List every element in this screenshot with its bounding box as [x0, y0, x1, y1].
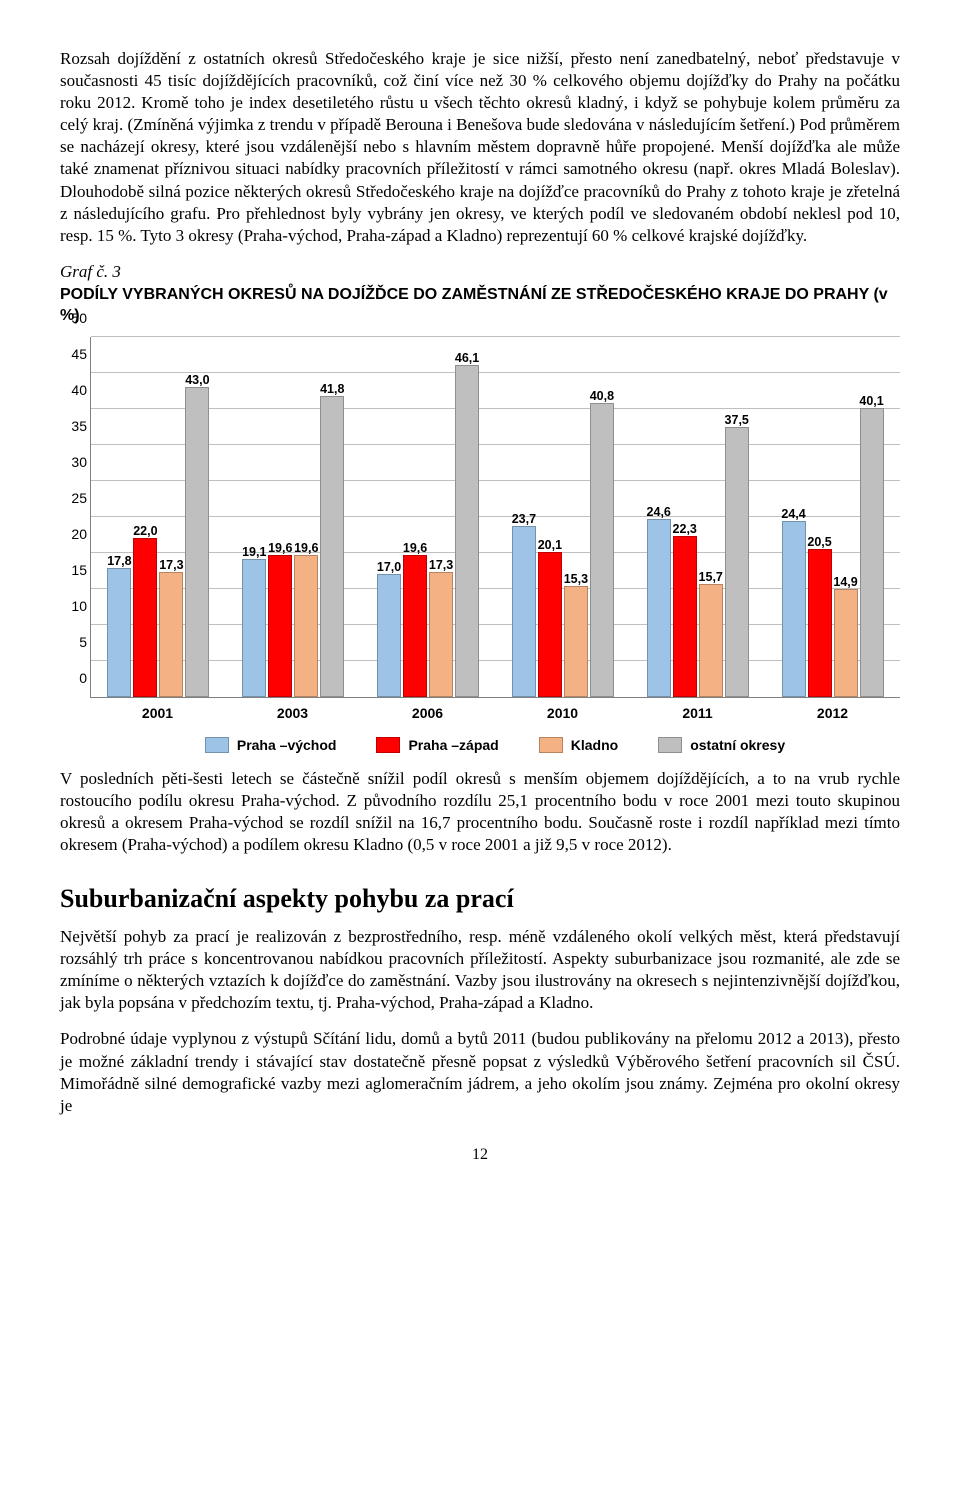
bar-group: 23,720,115,340,8: [495, 337, 630, 697]
x-tick-label: 2011: [630, 698, 765, 722]
x-tick-label: 2012: [765, 698, 900, 722]
bar-value-label: 17,3: [159, 557, 183, 573]
bar: 41,8: [320, 396, 344, 697]
legend-item: Praha –západ: [376, 736, 498, 754]
bar-value-label: 17,0: [377, 559, 401, 575]
chart-title: PODÍLY VYBRANÝCH OKRESŮ NA DOJÍŽĎCE DO Z…: [60, 285, 900, 327]
bar: 22,3: [673, 536, 697, 697]
legend-item: Kladno: [539, 736, 618, 754]
legend-label: ostatní okresy: [690, 736, 785, 754]
bar: 20,1: [538, 552, 562, 697]
legend-label: Praha –západ: [408, 736, 498, 754]
bar-value-label: 43,0: [185, 372, 209, 388]
bar-value-label: 41,8: [320, 381, 344, 397]
bar-value-label: 23,7: [512, 511, 536, 527]
bar-value-label: 40,8: [590, 388, 614, 404]
x-tick-label: 2010: [495, 698, 630, 722]
bar-value-label: 15,7: [699, 569, 723, 585]
paragraph-1: Rozsah dojíždění z ostatních okresů Stře…: [60, 48, 900, 247]
y-tick-label: 50: [65, 309, 87, 327]
bar-value-label: 19,6: [294, 540, 318, 556]
bar-value-label: 20,5: [807, 534, 831, 550]
y-tick-label: 30: [65, 453, 87, 471]
bar: 40,8: [590, 403, 614, 697]
y-tick-label: 0: [65, 669, 87, 687]
legend-item: ostatní okresy: [658, 736, 785, 754]
bar: 17,3: [159, 572, 183, 697]
bar-value-label: 17,3: [429, 557, 453, 573]
bar-value-label: 37,5: [725, 412, 749, 428]
bar-value-label: 24,4: [781, 506, 805, 522]
bar: 19,1: [242, 559, 266, 697]
bar-value-label: 24,6: [647, 504, 671, 520]
bar-group: 17,019,617,346,1: [361, 337, 496, 697]
bar: 14,9: [834, 589, 858, 696]
y-tick-label: 5: [65, 633, 87, 651]
graf-label: Graf č. 3: [60, 261, 900, 283]
bar: 19,6: [403, 555, 427, 696]
y-tick-label: 20: [65, 525, 87, 543]
bar: 43,0: [185, 387, 209, 697]
bar: 15,7: [699, 584, 723, 697]
y-tick-label: 25: [65, 489, 87, 507]
bar: 23,7: [512, 526, 536, 697]
bar: 17,3: [429, 572, 453, 697]
bar-value-label: 20,1: [538, 537, 562, 553]
x-tick-label: 2003: [225, 698, 360, 722]
bar-value-label: 19,1: [242, 544, 266, 560]
y-tick-label: 15: [65, 561, 87, 579]
bar-value-label: 19,6: [403, 540, 427, 556]
y-tick-label: 40: [65, 381, 87, 399]
bar-value-label: 14,9: [833, 574, 857, 590]
y-tick-label: 35: [65, 417, 87, 435]
x-tick-label: 2001: [90, 698, 225, 722]
legend-swatch: [539, 737, 563, 753]
legend-swatch: [658, 737, 682, 753]
legend-item: Praha –východ: [205, 736, 337, 754]
bar-value-label: 22,3: [673, 521, 697, 537]
bar-value-label: 15,3: [564, 571, 588, 587]
bar-value-label: 17,8: [107, 553, 131, 569]
bar-group: 24,622,315,737,5: [630, 337, 765, 697]
bar: 17,0: [377, 574, 401, 696]
bar-value-label: 46,1: [455, 350, 479, 366]
bar-value-label: 40,1: [859, 393, 883, 409]
bar-value-label: 22,0: [133, 523, 157, 539]
bar: 37,5: [725, 427, 749, 697]
paragraph-3: Největší pohyb za prací je realizován z …: [60, 926, 900, 1014]
paragraph-2: V posledních pěti-šesti letech se částeč…: [60, 768, 900, 856]
bar-chart: 0510152025303540455017,822,017,343,019,1…: [60, 337, 900, 754]
x-tick-label: 2006: [360, 698, 495, 722]
bar: 46,1: [455, 365, 479, 697]
bar: 17,8: [107, 568, 131, 696]
y-tick-label: 10: [65, 597, 87, 615]
bar-value-label: 19,6: [268, 540, 292, 556]
bar-group: 17,822,017,343,0: [91, 337, 226, 697]
bar: 20,5: [808, 549, 832, 697]
bar: 19,6: [268, 555, 292, 696]
legend-swatch: [205, 737, 229, 753]
bar: 40,1: [860, 408, 884, 697]
bar-group: 24,420,514,940,1: [765, 337, 900, 697]
bar: 22,0: [133, 538, 157, 696]
section-heading: Suburbanizační aspekty pohybu za prací: [60, 882, 900, 916]
paragraph-4: Podrobné údaje vyplynou z výstupů Sčítán…: [60, 1028, 900, 1116]
legend-swatch: [376, 737, 400, 753]
legend-label: Kladno: [571, 736, 618, 754]
legend-label: Praha –východ: [237, 736, 337, 754]
bar: 24,6: [647, 519, 671, 696]
bar-group: 19,119,619,641,8: [226, 337, 361, 697]
bar: 19,6: [294, 555, 318, 696]
bar: 15,3: [564, 586, 588, 696]
bar: 24,4: [782, 521, 806, 697]
page-number: 12: [60, 1145, 900, 1166]
y-tick-label: 45: [65, 345, 87, 363]
